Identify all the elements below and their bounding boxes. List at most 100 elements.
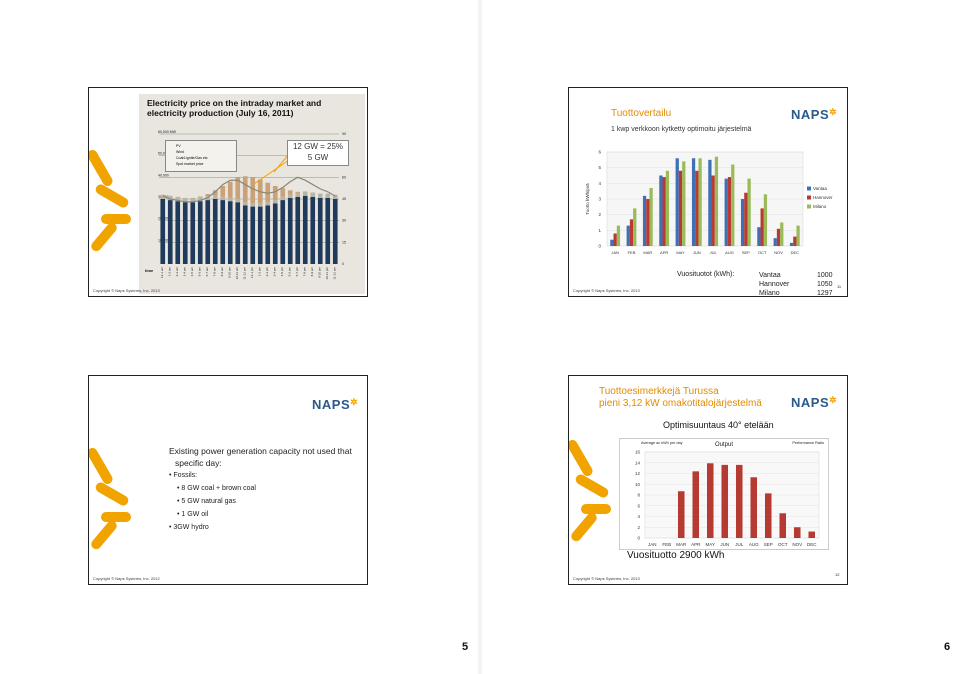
y-tick-right: 0 xyxy=(342,262,344,266)
bar-coal xyxy=(175,201,181,264)
x-tick-label: 8-9 pm xyxy=(310,267,314,277)
bar-coal xyxy=(197,201,203,264)
x-tick-label: JAN xyxy=(648,542,657,547)
annual-label: Vuosituotot (kWh): xyxy=(677,271,735,278)
bar-coal xyxy=(220,200,226,264)
naps-swirl-icon xyxy=(89,448,131,550)
bar-coal xyxy=(265,205,271,264)
bar-pv xyxy=(227,181,233,198)
slide2-number: 11 xyxy=(837,284,842,289)
bar-hannover xyxy=(678,170,683,246)
y-tick-label: 3 xyxy=(598,197,601,202)
bar-hannover xyxy=(646,199,650,246)
x-tick-label: SEP xyxy=(764,542,773,547)
page-number-right: 6 xyxy=(944,641,951,653)
logo-text: NAPS xyxy=(791,395,830,410)
bar-vantaa xyxy=(708,159,712,246)
x-tick-label: 4-5 pm xyxy=(280,267,284,277)
slide4-number: 12 xyxy=(835,572,840,577)
x-tick-label: 2-3 am xyxy=(175,267,179,277)
slide4-title-line2: pieni 3,12 kW omakotitalojärjestelmä xyxy=(599,398,762,409)
y-tick-label: 12 xyxy=(635,471,641,476)
bar-coal xyxy=(295,196,301,264)
page-number-left: 5 xyxy=(462,641,469,653)
y-tick-label: 0 xyxy=(637,536,640,541)
bar-coal xyxy=(257,206,263,264)
annotation-line1: 12 GW = 25% xyxy=(292,142,344,151)
chart-heading-left: Average ac kWh per day xyxy=(641,441,683,445)
sub-item: • 8 GW coal + brown coal xyxy=(177,485,256,492)
bar-wind xyxy=(250,203,256,207)
bar-milano xyxy=(780,222,784,246)
bar-pv xyxy=(280,188,286,197)
bar-pv xyxy=(265,182,271,203)
bar-wind xyxy=(220,196,226,201)
bar-vantaa xyxy=(724,178,728,246)
naps-swirl-icon xyxy=(569,440,611,542)
y-tick-label: 2 xyxy=(637,525,640,530)
bar-milano xyxy=(763,194,768,246)
bar-coal xyxy=(317,197,323,264)
intraday-chart: 60,000 MW50,00040,00030,00020,00010,0009… xyxy=(145,130,346,280)
annual-total: Vuosituotto 2900 kWh xyxy=(627,550,725,561)
annual-values: 1000 1050 1297 xyxy=(817,271,833,296)
legend-pv: PV xyxy=(176,144,181,148)
x-tick-label: 10-11 am xyxy=(235,267,239,280)
bar-hannover xyxy=(744,192,748,246)
scan-title-line2: electricity production (July 16, 2011) xyxy=(147,108,294,118)
bar-milano xyxy=(796,225,800,246)
y-tick-label: 14 xyxy=(635,460,641,465)
y-tick-label: 16 xyxy=(635,450,641,455)
slide2-title: Tuottovertailu xyxy=(611,108,672,119)
y-tick-right: 15 xyxy=(342,240,346,244)
bar-wind xyxy=(212,195,218,199)
output-chart: Average ac kWh per day Output Performance … xyxy=(619,438,829,550)
city-milano: Milano xyxy=(759,290,780,297)
y-tick-label: 6 xyxy=(598,150,601,155)
x-tick-label: 7-8 pm xyxy=(302,267,306,277)
spot-price-line xyxy=(162,176,336,203)
legend-wind: Wind xyxy=(176,150,184,154)
bar-milano xyxy=(698,158,702,246)
capacity-text: Existing power generation capacity not u… xyxy=(169,446,352,534)
x-axis-label: time xyxy=(145,268,154,273)
x-tick-label: JUN xyxy=(720,542,729,547)
bar-milano xyxy=(616,225,621,246)
bar-coal xyxy=(287,197,293,264)
slide-2: Tuottovertailu 1 kwp verkkoon kytketty o… xyxy=(568,87,848,297)
bar-hannover xyxy=(613,233,617,246)
x-tick-label: JAN xyxy=(611,250,619,255)
bar-output xyxy=(793,527,801,538)
slide-3: NAPS✲ Existing power generation capacity… xyxy=(88,375,368,585)
x-tick-label: 11-12 am xyxy=(332,267,336,280)
y-tick-right: 60 xyxy=(342,175,346,179)
y-tick-right: 90 xyxy=(342,132,346,136)
y-tick-label: 5 xyxy=(598,165,601,170)
slide2-subtitle: 1 kwp verkkoon kytketty optimoitu järjes… xyxy=(611,126,752,133)
bar-output xyxy=(692,471,700,538)
naps-swirl-icon xyxy=(89,150,131,252)
sub-item: • 5 GW natural gas xyxy=(177,498,236,505)
bar-wind xyxy=(235,199,241,203)
slide4-title-line1: Tuottoesimerkkejä Turussa xyxy=(599,386,719,397)
city-vantaa: Vantaa xyxy=(759,272,781,279)
bar-coal xyxy=(325,197,331,264)
slide4-title: Tuottoesimerkkejä Turussa pieni 3,12 kW … xyxy=(599,386,762,410)
sun-icon: ✲ xyxy=(829,395,838,405)
bar-coal xyxy=(182,202,188,264)
bar-milano xyxy=(649,188,653,246)
bar-coal xyxy=(302,195,308,264)
x-tick-label: 3-4 am xyxy=(182,267,186,277)
y-tick-label: 1 xyxy=(598,228,601,233)
annual-cities: Vantaa Hannover Milano xyxy=(759,271,789,297)
y-tick-right: 30 xyxy=(342,219,346,223)
y-tick-label: 4 xyxy=(598,181,601,186)
bar-coal xyxy=(205,200,211,264)
legend-swatch xyxy=(807,204,811,209)
bar-wind xyxy=(280,196,286,201)
sub-item: • 1 GW oil xyxy=(177,511,209,518)
bar-wind xyxy=(190,197,196,203)
x-tick-label: 2-3 pm xyxy=(265,267,269,277)
bar-output xyxy=(764,493,772,538)
x-tick-label: 7-8 am xyxy=(212,267,216,277)
